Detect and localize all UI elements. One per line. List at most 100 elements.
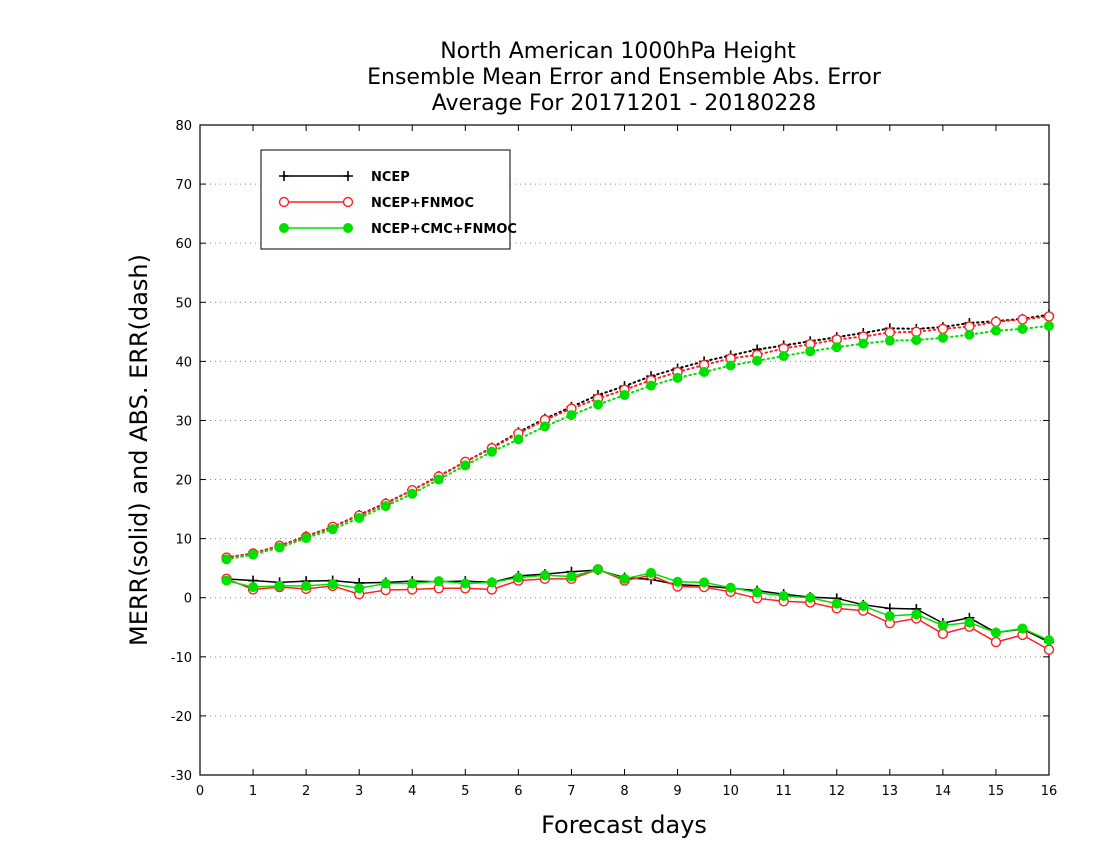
x-tick-label: 13 [882,784,899,799]
data-point [221,554,232,565]
y-tick-label: 80 [175,119,192,134]
data-point [513,572,524,583]
y-tick-label: -30 [171,769,192,784]
data-point [672,576,683,587]
data-point [646,567,657,578]
data-point [1044,320,1054,331]
legend-label: NCEP+CMC+FNMOC [371,222,517,237]
data-point [407,578,418,589]
data-point [248,582,259,593]
data-point [486,446,497,457]
data-point [752,587,763,598]
data-point [990,325,1001,336]
data-point [566,410,577,421]
data-point [699,577,710,588]
data-point [911,335,922,346]
data-point [646,380,657,391]
legend-label: NCEP+FNMOC [371,196,474,211]
data-point [937,628,949,639]
data-point [990,316,1002,327]
y-tick-label: 50 [175,296,192,311]
data-point [752,355,763,366]
data-point [354,512,365,523]
data-point [1043,311,1055,322]
data-point [592,564,603,575]
title-line-3: Average For 20171201 - 20180228 [432,91,817,116]
data-point [1043,644,1055,655]
data-point [858,338,869,349]
data-point [354,583,365,594]
data-point [539,421,550,432]
data-point [964,321,975,332]
x-tick-label: 6 [514,784,522,799]
series-ncep-fnmoc [221,311,1055,655]
data-point [279,223,289,233]
data-point [831,598,842,609]
data-point [619,573,630,584]
y-tick-label: 60 [175,237,192,252]
y-tick-label: -10 [171,651,192,666]
data-point [990,627,1001,638]
data-point [858,601,869,611]
data-point [460,460,471,471]
merr-line [226,568,1050,641]
data-point [619,390,630,401]
legend-box [260,149,511,250]
x-tick-label: 2 [302,784,310,799]
data-point [884,335,895,346]
chart-title: North American 1000hPa Height Ensemble M… [367,39,882,116]
series-ncep [221,309,1054,648]
data-point [1017,323,1028,334]
data-point [221,575,232,586]
x-tick-label: 16 [1041,784,1058,799]
x-tick-label: 0 [196,784,204,799]
title-line-1: North American 1000hPa Height [440,39,796,64]
x-tick-label: 12 [828,784,845,799]
x-tick-label: 8 [620,784,628,799]
data-point [937,620,948,631]
data-point [327,524,338,535]
data-point [1017,314,1028,325]
x-tick-label: 7 [567,784,575,799]
data-point [342,196,354,208]
data-point [433,576,444,587]
y-tick-label: -20 [171,710,192,725]
legend: NCEP NCEP+FNMOC NCEP+CMC+FNMOC [260,149,517,250]
x-tick-label: 14 [935,784,952,799]
data-point [407,488,418,499]
merr-line [226,569,1050,643]
data-point [937,332,948,343]
data-point [990,636,1002,648]
data-point [566,571,577,582]
data-point [433,474,444,485]
data-point [778,351,789,362]
x-tick-label: 1 [249,784,257,799]
data-point [248,549,259,560]
y-tick-label: 40 [175,355,192,370]
y-tick-label: 0 [184,592,192,607]
x-tick-label: 15 [988,784,1005,799]
data-point [539,570,550,581]
y-tick-label: 70 [175,178,192,193]
y-tick-label: 30 [175,414,192,429]
x-axis-label: Forecast days [541,811,707,839]
data-point [460,578,471,589]
y-tick-label: 20 [175,474,192,489]
data-point [884,611,895,622]
data-point [486,577,497,588]
data-point [592,399,603,410]
title-line-2: Ensemble Mean Error and Ensemble Abs. Er… [367,65,882,90]
grid-lines [200,183,1049,717]
legend-label: NCEP [371,170,410,185]
data-point [805,592,816,603]
data-point [699,367,710,377]
series-layer [221,309,1055,655]
data-point [327,579,338,590]
data-point [831,342,842,353]
data-point [513,434,524,445]
x-tick-label: 11 [775,784,792,799]
x-tick-label: 4 [408,784,416,799]
data-point [1017,623,1028,634]
